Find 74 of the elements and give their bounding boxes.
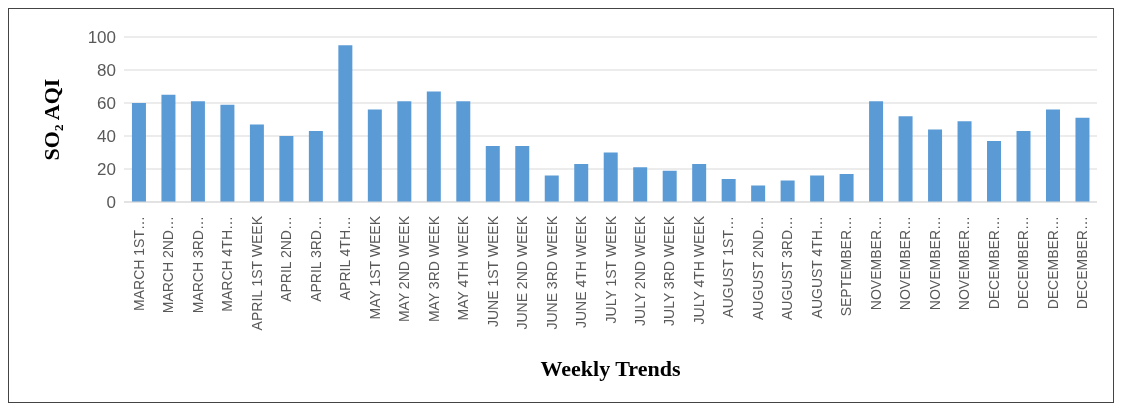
- x-tick-label: DECEMBER…: [985, 216, 1002, 310]
- x-tick-label: MARCH 1ST…: [130, 216, 147, 311]
- y-axis-title: SO₂ AQI: [38, 78, 64, 161]
- x-tick-label: MARCH 4TH…: [219, 216, 236, 312]
- bar: [662, 170, 677, 202]
- bar: [810, 175, 825, 202]
- x-tick-label: MARCH 3RD…: [189, 216, 206, 314]
- bar: [220, 104, 235, 202]
- bar: [721, 178, 736, 202]
- bar: [1016, 131, 1031, 202]
- bar: [633, 167, 648, 202]
- bar: [692, 164, 707, 202]
- bar: [839, 173, 854, 202]
- x-tick-label: NOVEMBER…: [956, 216, 973, 311]
- bar: [426, 91, 441, 202]
- x-tick-label: NOVEMBER…: [926, 216, 943, 311]
- y-tick-label: 100: [87, 28, 116, 48]
- bar: [367, 109, 382, 202]
- x-tick-label: NOVEMBER…: [897, 216, 914, 311]
- x-tick-label: DECEMBER…: [1015, 216, 1032, 310]
- x-tick-label: APRIL 3RD…: [307, 216, 324, 302]
- y-tick-label: 20: [97, 160, 116, 180]
- x-tick-label: AUGUST 2ND…: [749, 216, 766, 320]
- bar: [190, 101, 205, 202]
- bar: [249, 124, 264, 202]
- bar: [574, 164, 589, 202]
- x-tick-label: APRIL 4TH…: [337, 216, 354, 301]
- bar: [1075, 117, 1090, 202]
- bar: [869, 101, 884, 202]
- bar: [279, 136, 294, 202]
- x-tick-label: AUGUST 4TH…: [808, 216, 825, 319]
- x-axis-title: Weekly Trends: [540, 356, 681, 381]
- bar: [898, 116, 913, 202]
- x-tick-label: JUNE 2ND WEEK: [514, 215, 531, 330]
- x-tick-label: JULY 3RD WEEK: [661, 215, 678, 326]
- bar: [780, 180, 795, 202]
- x-tick-label: APRIL 1ST WEEK: [248, 215, 265, 331]
- y-tick-label: 0: [106, 193, 116, 213]
- x-tick-label: MAY 3RD WEEK: [425, 215, 442, 323]
- x-tick-label: SEPTEMBER…: [838, 216, 855, 317]
- x-tick-label: MAY 1ST WEEK: [366, 215, 383, 320]
- x-tick-label: MAY 2ND WEEK: [396, 215, 413, 323]
- bar: [456, 101, 471, 202]
- bar: [131, 103, 146, 202]
- bar: [515, 145, 530, 202]
- y-tick-label: 60: [97, 94, 116, 114]
- y-tick-label: 80: [97, 61, 116, 81]
- x-tick-label: JUNE 1ST WEEK: [484, 215, 501, 327]
- x-tick-label: MARCH 2ND…: [160, 216, 177, 314]
- x-tick-label: JULY 4TH WEEK: [690, 215, 707, 325]
- x-tick-label: DECEMBER…: [1074, 216, 1091, 310]
- x-tick-label: AUGUST 3RD…: [779, 216, 796, 320]
- bar: [751, 185, 766, 202]
- bar: [928, 129, 943, 202]
- x-tick-label: APRIL 2ND…: [278, 216, 295, 302]
- x-tick-label: JULY 2ND WEEK: [631, 215, 648, 326]
- x-tick-label: AUGUST 1ST…: [720, 216, 737, 318]
- bar: [1045, 109, 1060, 202]
- bar: [603, 152, 618, 202]
- x-tick-label: JUNE 3RD WEEK: [543, 215, 560, 330]
- x-tick-label: NOVEMBER…: [867, 216, 884, 311]
- bar: [485, 145, 500, 202]
- bar: [957, 121, 972, 202]
- x-tick-label: JULY 1ST WEEK: [602, 215, 619, 324]
- bar: [987, 140, 1002, 202]
- y-tick-label: 40: [97, 127, 116, 147]
- bar: [544, 175, 559, 202]
- bar: [397, 101, 412, 202]
- bar: [338, 45, 353, 202]
- bar: [308, 131, 323, 202]
- x-tick-label: DECEMBER…: [1044, 216, 1061, 310]
- x-tick-label: JUNE 4TH WEEK: [573, 215, 590, 329]
- x-tick-label: MAY 4TH WEEK: [455, 215, 472, 321]
- bar: [161, 94, 176, 202]
